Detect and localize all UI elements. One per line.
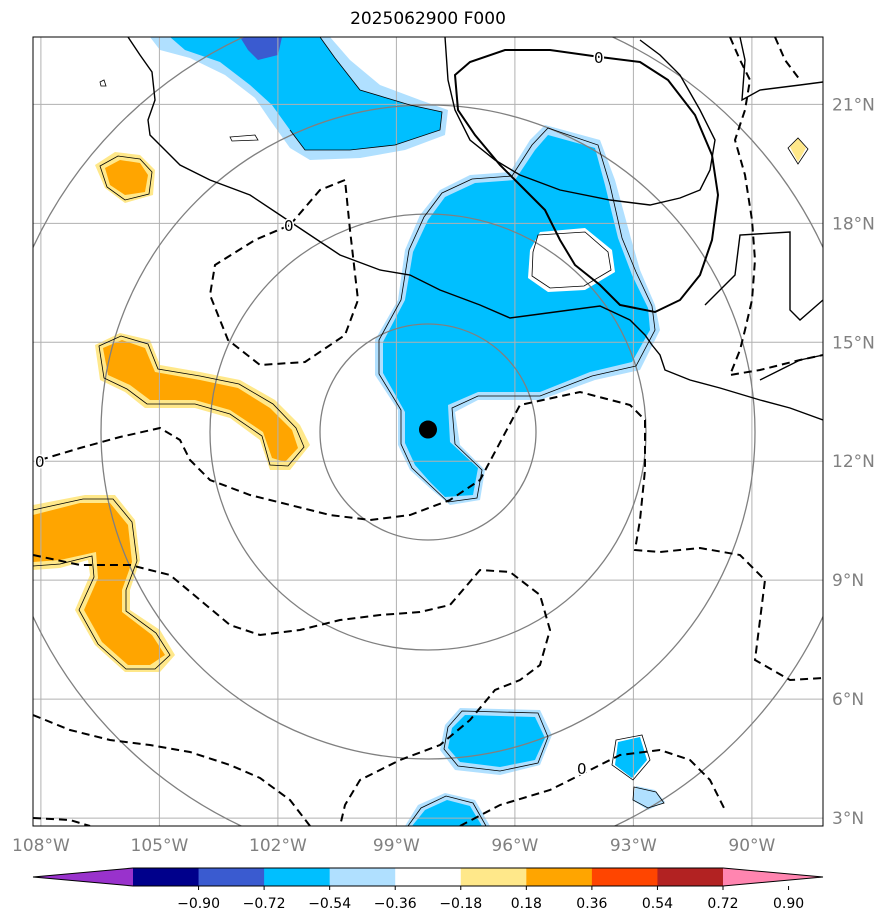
colorbar-tick-label: −0.36 xyxy=(374,896,417,912)
latitude-labels: 3°N 6°N 9°N 12°N 15°N 18°N 21°N xyxy=(832,95,875,829)
latitude-tick-label: 9°N xyxy=(832,571,864,591)
dashed-contour-west xyxy=(39,390,823,682)
contour-label: 0 xyxy=(284,217,294,235)
colorbar-segment xyxy=(264,868,331,886)
negative-anomaly-core xyxy=(170,37,442,150)
colorbar-tick-label: 0.54 xyxy=(642,896,673,912)
colorbar-tick-label: 0.36 xyxy=(576,896,607,912)
longitude-labels: 108°W 105°W 102°W 99°W 96°W 93°W 90°W xyxy=(12,836,776,856)
latitude-tick-label: 6°N xyxy=(832,690,864,710)
dashed-contour-southeast xyxy=(459,748,726,826)
positive-anomaly-core-w xyxy=(103,340,298,462)
contour-labels: 0 0 0 0 xyxy=(34,48,606,780)
colorbar-tick-label: −0.18 xyxy=(439,896,482,912)
longitude-tick-label: 99°W xyxy=(373,836,420,856)
eastern-coastline xyxy=(739,37,823,102)
range-ring-2 xyxy=(209,213,647,651)
colorbar-segment xyxy=(133,868,200,886)
colorbar-tick-label: 0.18 xyxy=(511,896,542,912)
range-ring-1 xyxy=(319,323,537,541)
colorbar-tick-label: −0.90 xyxy=(177,896,220,912)
range-ring-3 xyxy=(100,104,756,760)
longitude-tick-label: 93°W xyxy=(610,836,657,856)
storm-center-marker xyxy=(419,420,437,439)
latitude-tick-label: 15°N xyxy=(832,333,875,353)
country-borders xyxy=(453,49,720,314)
colorbar-tick-label: −0.54 xyxy=(308,896,351,912)
central-anomaly-core xyxy=(383,135,650,497)
coastlines xyxy=(127,37,823,421)
dashed-contour-northeast xyxy=(728,37,823,377)
gulf-coastline xyxy=(444,37,716,206)
longitude-tick-label: 108°W xyxy=(12,836,70,856)
colorbar-tick-label: 0.90 xyxy=(773,896,804,912)
thick-contour-zero xyxy=(453,49,720,314)
dashed-contour-east xyxy=(774,37,801,81)
colorbar-extend-high xyxy=(723,868,823,886)
dashed-contour-south xyxy=(33,714,311,826)
gridlines xyxy=(33,37,823,826)
colorbar-outline xyxy=(32,867,824,887)
dashed-contours xyxy=(33,37,823,826)
colorbar-tick-label: 0.72 xyxy=(707,896,738,912)
colorbar xyxy=(32,867,824,890)
positive-anomaly-core-sw xyxy=(33,503,165,665)
colorbar-tick-labels: −0.90 −0.72 −0.54 −0.36 −0.18 0.18 0.36 0.54 0.7… xyxy=(177,896,804,912)
dashed-contour-bottom-left xyxy=(33,817,91,826)
latitude-tick-label: 21°N xyxy=(832,95,875,115)
contour-label: 0 xyxy=(35,453,45,471)
latitude-tick-label: 3°N xyxy=(832,809,864,829)
latitude-tick-label: 18°N xyxy=(832,214,875,234)
colorbar-tick-label: −0.72 xyxy=(243,896,286,912)
longitude-tick-label: 96°W xyxy=(491,836,538,856)
colorbar-segment xyxy=(526,868,593,886)
colorbar-extend-low xyxy=(33,868,133,886)
colorbar-segment xyxy=(329,868,396,886)
shading-layer xyxy=(33,37,806,826)
longitude-tick-label: 102°W xyxy=(249,836,307,856)
dashed-contour-closed xyxy=(208,178,360,367)
map-frame xyxy=(32,36,824,827)
contour-label: 0 xyxy=(594,49,604,67)
contour-label: 0 xyxy=(577,760,587,778)
colorbar-segment xyxy=(395,868,462,886)
latitude-tick-label: 12°N xyxy=(832,452,875,472)
colorbar-segment xyxy=(591,868,658,886)
thin-contours xyxy=(33,37,809,826)
range-rings xyxy=(33,37,823,826)
colorbar-segment xyxy=(460,868,527,886)
strong-negative-spot xyxy=(240,37,282,60)
yucatan-coastline xyxy=(704,231,823,321)
positive-anomaly-spot-ne xyxy=(790,138,806,162)
positive-anomaly-core-nw xyxy=(105,160,148,195)
longitude-tick-label: 105°W xyxy=(131,836,189,856)
pacific-coastline xyxy=(127,37,823,421)
colorbar-segment xyxy=(198,868,265,886)
south-anomaly-blob-core xyxy=(448,715,545,767)
bottom-anomaly-blob-core xyxy=(412,800,482,826)
longitude-tick-label: 90°W xyxy=(728,836,775,856)
map-title: 2025062900 F000 xyxy=(350,9,506,29)
plot-area: 0 0 0 0 xyxy=(33,37,823,826)
colorbar-segment xyxy=(657,868,724,886)
dashed-contour-mid xyxy=(33,554,552,826)
southeast-anomaly-blob xyxy=(615,737,647,778)
